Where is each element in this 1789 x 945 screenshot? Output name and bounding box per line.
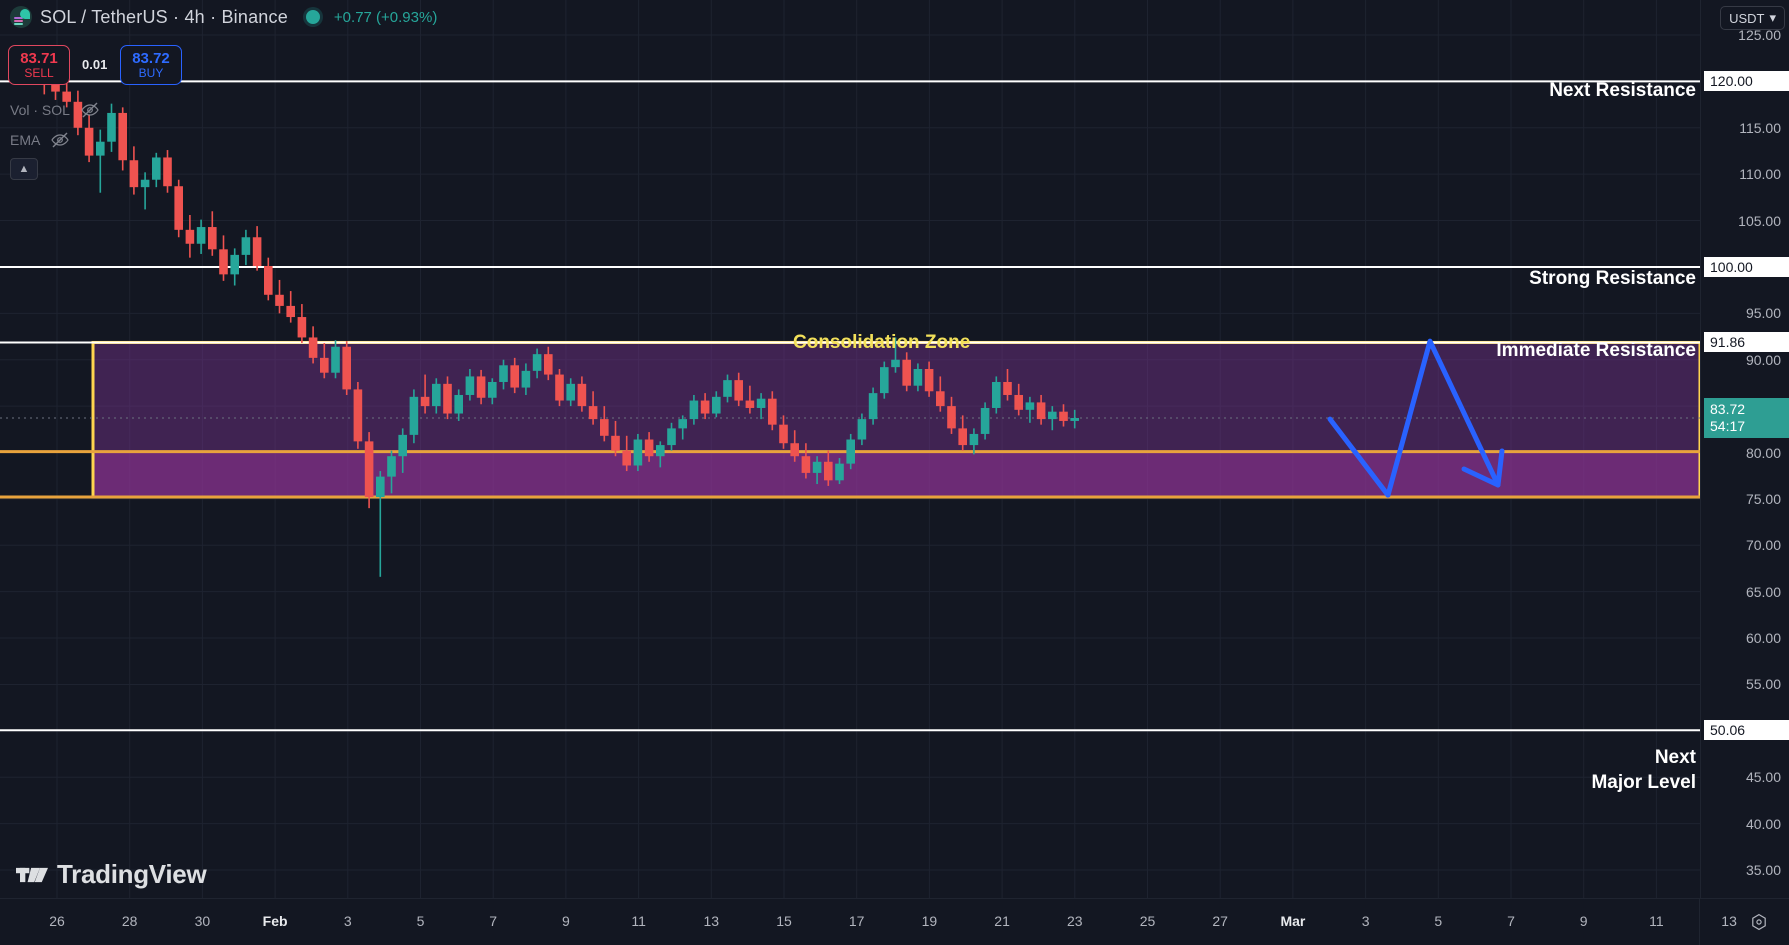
axis-divider — [1699, 899, 1700, 945]
time-tick: 21 — [994, 913, 1010, 929]
time-tick: 26 — [49, 913, 65, 929]
time-tick: 28 — [121, 913, 138, 929]
time-tick: 9 — [561, 913, 570, 929]
time-tick: 11 — [631, 913, 646, 929]
annotation-next-resistance: Next Resistance — [1549, 80, 1696, 101]
time-tick: 3 — [343, 913, 352, 929]
eye-off-icon[interactable] — [50, 130, 70, 150]
sell-label: SELL — [24, 65, 54, 80]
annotation-next-major-level: Next Major Level — [1591, 747, 1696, 793]
currency-unit-button[interactable]: USDT ▾ — [1720, 6, 1785, 30]
time-tick: 25 — [1139, 913, 1156, 929]
price-tick: 40.00 — [1745, 815, 1781, 832]
time-tick: 13 — [703, 913, 720, 929]
annotation-strong-resistance: Strong Resistance — [1529, 268, 1696, 289]
price-tick: 115.00 — [1739, 119, 1781, 136]
sol-coin-icon — [10, 6, 32, 28]
price-tick: 70.00 — [1745, 537, 1781, 554]
live-price-value: 83.72 — [1710, 400, 1746, 417]
price-tick: 105.00 — [1738, 212, 1781, 229]
price-tick: 65.00 — [1745, 583, 1781, 600]
chevron-down-icon: ▾ — [1769, 10, 1776, 25]
price-level-tag: 120.00 — [1704, 71, 1789, 92]
market-open-dot-icon — [305, 10, 320, 24]
time-tick: 27 — [1212, 913, 1228, 929]
time-tick: 3 — [1361, 913, 1370, 929]
price-tick: 95.00 — [1745, 305, 1781, 322]
buy-price: 83.72 — [132, 49, 170, 67]
time-tick: 23 — [1067, 913, 1083, 929]
price-tick: 60.00 — [1745, 630, 1781, 647]
annotation-consolidation-zone: Consolidation Zone — [793, 332, 971, 353]
time-tick: Mar — [1280, 913, 1306, 929]
symbol-title[interactable]: SOL / TetherUS · 4h · Binance — [40, 6, 288, 27]
price-tick: 75.00 — [1745, 490, 1781, 507]
time-tick: 15 — [776, 913, 792, 929]
bar-countdown: 54:17 — [1710, 417, 1746, 434]
time-tick: 30 — [194, 913, 211, 929]
price-change: +0.77 (+0.93%) — [333, 8, 438, 26]
time-tick: 7 — [1507, 913, 1515, 929]
tradingview-wordmark: TradingView — [57, 859, 207, 889]
buy-label: BUY — [138, 65, 164, 80]
time-tick: 19 — [921, 913, 938, 929]
chart-header: SOL / TetherUS · 4h · Binance +0.77 (+0.… — [0, 0, 1789, 34]
legend-ema-label: EMA — [10, 132, 41, 148]
time-tick: 5 — [416, 913, 425, 929]
tradingview-logo: TradingView — [16, 859, 207, 890]
price-level-tag: 100.00 — [1704, 256, 1789, 277]
price-tick: 80.00 — [1745, 444, 1781, 461]
time-tick: 7 — [489, 913, 498, 929]
time-tick: 13 — [1721, 913, 1737, 929]
price-level-tag: 91.86 — [1704, 332, 1789, 353]
price-tick: 125.00 — [1738, 27, 1781, 43]
price-tick: 55.00 — [1745, 676, 1781, 693]
price-tick: 90.00 — [1745, 351, 1781, 368]
grid-lines — [0, 0, 1730, 898]
time-tick: 17 — [848, 913, 865, 929]
price-tick: 35.00 — [1745, 862, 1781, 878]
price-level-tag: 50.06 — [1704, 720, 1789, 741]
sell-button[interactable]: 83.71 SELL — [8, 45, 70, 85]
clock-icon[interactable] — [1747, 910, 1771, 934]
time-tick: 5 — [1434, 913, 1443, 929]
currency-unit-label: USDT — [1729, 10, 1765, 26]
resistance-levels[interactable] — [0, 80, 1700, 732]
legend-item-volume[interactable]: Vol · SOL — [10, 100, 100, 120]
time-axis[interactable]: 26 28 30 Feb 3 5 7 9 11 13 15 17 19 21 23 25 27 Mar 3 5 7 9 11… — [0, 898, 1789, 945]
legend-item-ema[interactable]: EMA — [10, 130, 70, 150]
chevron-up-icon[interactable]: ▲ — [10, 158, 38, 180]
sell-price: 83.71 — [20, 49, 58, 67]
price-axis[interactable]: 125.00 120.00 115.00 110.00 105.00 100.00 95.0… — [1700, 0, 1789, 898]
price-tick: 45.00 — [1745, 769, 1781, 786]
spread-value: 0.01 — [82, 57, 108, 72]
buy-button[interactable]: 83.72 BUY — [120, 45, 182, 85]
time-tick: 9 — [1579, 913, 1588, 929]
legend-volume-label: Vol · SOL — [10, 102, 70, 118]
tradingview-logo-icon — [16, 867, 48, 882]
eye-off-icon[interactable] — [80, 100, 100, 120]
annotation-immediate-resistance: Immediate Resistance — [1496, 340, 1696, 361]
projection-zigzag[interactable] — [1327, 338, 1505, 498]
time-tick: Feb — [262, 913, 288, 929]
price-tick: 110.00 — [1739, 166, 1781, 183]
candlestick-series — [40, 49, 1079, 577]
live-price-tag: 83.72 54:17 — [1704, 397, 1789, 438]
time-tick: 11 — [1649, 913, 1664, 929]
